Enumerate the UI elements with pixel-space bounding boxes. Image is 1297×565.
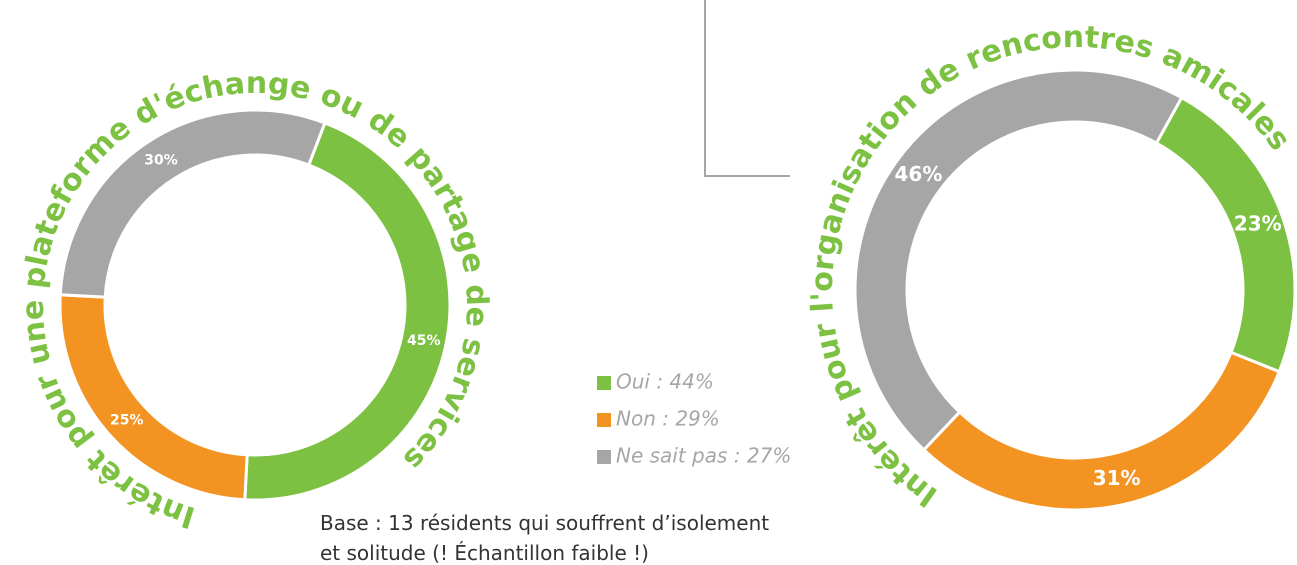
- value-label: 46%: [895, 162, 943, 186]
- donut-segment: [243, 121, 452, 502]
- legend-swatch: [597, 450, 611, 464]
- legend-label: Ne sait pas : 27%: [616, 444, 791, 468]
- value-label: 31%: [1093, 466, 1141, 490]
- legend-label: Oui : 44%: [616, 370, 714, 394]
- value-label: 30%: [144, 152, 178, 168]
- value-label: 45%: [407, 333, 441, 349]
- legend-swatch: [597, 413, 611, 427]
- donut-segment: [58, 108, 327, 299]
- note: Base : 13 résidents qui souffrent d’isol…: [320, 511, 769, 535]
- legend-label: Non : 29%: [616, 407, 720, 431]
- legend-swatch: [597, 376, 611, 390]
- connector: [704, 0, 790, 177]
- donut-segment: [853, 68, 1184, 452]
- value-label: 25%: [110, 412, 144, 428]
- note: et solitude (! Échantillon faible !): [320, 541, 649, 565]
- value-label: 23%: [1234, 211, 1282, 235]
